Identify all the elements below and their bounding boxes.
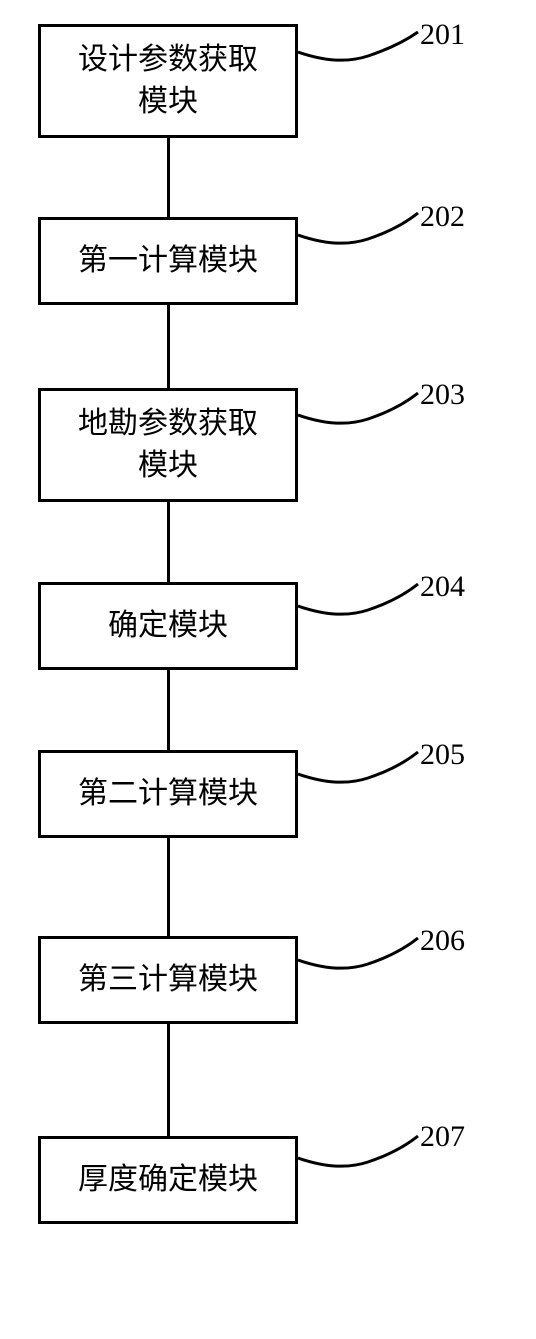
reference-number: 204 [420,570,465,604]
node-label: 设计参数获取模块 [78,39,258,123]
leader-line [298,385,423,445]
flowchart-edge [167,838,170,936]
flowchart-edge [167,305,170,388]
flowchart-node: 地勘参数获取模块 [38,388,298,502]
flowchart-node: 第二计算模块 [38,750,298,838]
node-label: 第一计算模块 [78,240,258,282]
leader-line [298,576,423,636]
flowchart-node: 厚度确定模块 [38,1136,298,1224]
leader-line [298,205,423,265]
flowchart-edge [167,670,170,750]
reference-number: 206 [420,924,465,958]
flowchart-node: 第一计算模块 [38,217,298,305]
node-label: 厚度确定模块 [78,1159,258,1201]
node-label: 地勘参数获取模块 [78,403,258,487]
flowchart-edge [167,1024,170,1136]
reference-number: 201 [420,18,465,52]
flowchart-edge [167,502,170,582]
leader-line [298,1128,423,1188]
leader-line [298,744,423,804]
flowchart-edge [167,138,170,217]
flowchart-node: 设计参数获取模块 [38,24,298,138]
leader-line [298,24,423,84]
reference-number: 207 [420,1120,465,1154]
flowchart-node: 第三计算模块 [38,936,298,1024]
leader-line [298,930,423,990]
node-label: 确定模块 [108,605,228,647]
flowchart-node: 确定模块 [38,582,298,670]
reference-number: 203 [420,378,465,412]
node-label: 第三计算模块 [78,959,258,1001]
node-label: 第二计算模块 [78,773,258,815]
reference-number: 205 [420,738,465,772]
reference-number: 202 [420,200,465,234]
